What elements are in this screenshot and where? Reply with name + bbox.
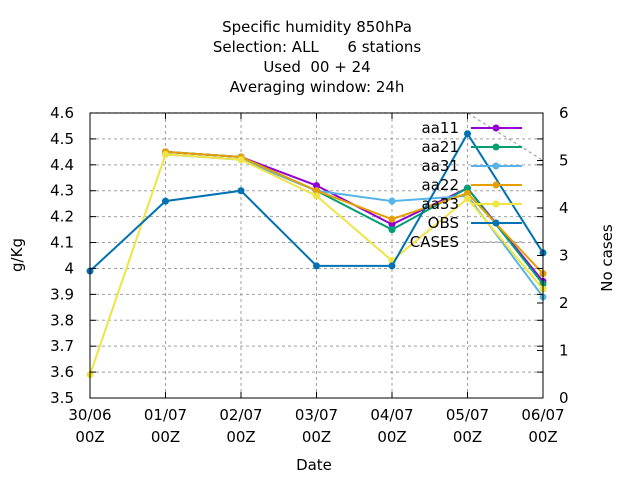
x-tick-label-time: 00Z [75,428,104,446]
data-point [237,156,245,164]
y-tick-label: 3.5 [50,389,74,407]
y2-tick-label: 0 [559,389,569,407]
y-tick-label: 4.5 [50,130,74,148]
chart-title-line: Averaging window: 24h [230,78,405,96]
data-point [464,184,471,192]
x-tick-label-date: 06/07 [521,406,564,424]
data-point [388,262,396,270]
grid [89,112,544,399]
x-tick-label-date: 30/06 [68,406,111,424]
x-tick-label-time: 00Z [453,428,482,446]
chart-title-line: Used 00 + 24 [263,58,370,76]
y-tick-label: 3.8 [50,311,74,329]
y2-tick-label: 3 [559,247,569,265]
y2-axis-label: No cases [598,224,616,292]
x-tick-label-date: 05/07 [446,406,489,424]
data-point [162,197,169,205]
legend-marker [492,200,500,208]
y-tick-label: 4.4 [50,156,74,174]
y-axis: 3.5 3.6 3.7 3.8 3.9 4 4.1 4.2 4.3 4.4 4.5 4.6 [50,104,543,407]
data-point [313,192,320,200]
series-aa31 [162,150,547,301]
data-point [388,220,396,228]
legend-marker [492,162,500,170]
data-point [313,182,320,190]
data-point [464,130,471,138]
legend-label: aa21 [422,138,459,156]
y-tick-label: 3.6 [50,363,74,381]
y2-tick-label: 1 [559,342,569,360]
data-point [162,150,169,158]
series-lines [86,112,547,379]
legend-marker [492,219,500,227]
legend-marker [492,124,500,132]
series-line-aa31 [165,153,544,298]
legend-label: aa22 [422,176,459,194]
x-tick-label-time: 00Z [151,428,180,446]
legend-label: aa11 [422,119,459,137]
legend-label: aa31 [422,157,459,175]
data-point [313,187,320,195]
y-axis-label: g/Kg [8,238,26,272]
series-line-aa21 [165,150,544,285]
data-point [313,262,320,270]
legend-marker [492,181,500,189]
x-tick-label-time: 00Z [226,428,255,446]
legend-label: CASES [410,233,459,251]
data-point [464,189,471,197]
x-tick-label-time: 00Z [302,428,331,446]
y-tick-label: 3.7 [50,337,74,355]
x-axis: 30/06 00Z 01/07 00Z 02/07 00Z 03/07 00Z 04/07 00Z… [68,113,565,446]
data-point [237,187,245,195]
x-tick-label-date: 03/07 [295,406,338,424]
y-tick-label: 3.9 [50,285,74,303]
y2-tick-label: 4 [559,199,569,217]
y2-tick-label: 6 [559,104,569,122]
x-tick-label-date: 02/07 [219,406,262,424]
data-point [388,226,396,234]
x-tick-label-time: 00Z [377,428,406,446]
y2-tick-label: 5 [559,152,569,170]
y2-tick-label: 2 [559,294,569,312]
legend-label: OBS [428,214,459,232]
series-obs [86,130,547,275]
data-point [388,197,396,205]
y-tick-label: 4 [64,259,74,277]
y-tick-label: 4.6 [50,104,74,122]
legend-label: aa33 [422,195,459,213]
chart-title-line: Selection: ALL 6 stations [213,38,421,56]
x-tick-label-time: 00Z [528,428,557,446]
y-tick-label: 4.1 [50,234,74,252]
chart-title-line: Specific humidity 850hPa [222,18,412,36]
data-point [388,215,396,223]
x-tick-label-date: 04/07 [370,406,413,424]
data-point [464,195,471,202]
x-tick-label-date: 01/07 [144,406,187,424]
y2-axis: 0 1 2 3 4 5 6 [537,104,569,407]
series-aa22 [162,148,547,278]
series-line-aa22 [165,150,544,275]
legend-marker [492,143,500,151]
series-aa33 [86,150,547,379]
x-axis-label: Date [296,456,332,474]
chart-title: Specific humidity 850hPa Selection: ALL 6… [213,18,421,96]
y-tick-label: 4.3 [50,182,74,200]
y-tick-label: 4.2 [50,208,74,226]
